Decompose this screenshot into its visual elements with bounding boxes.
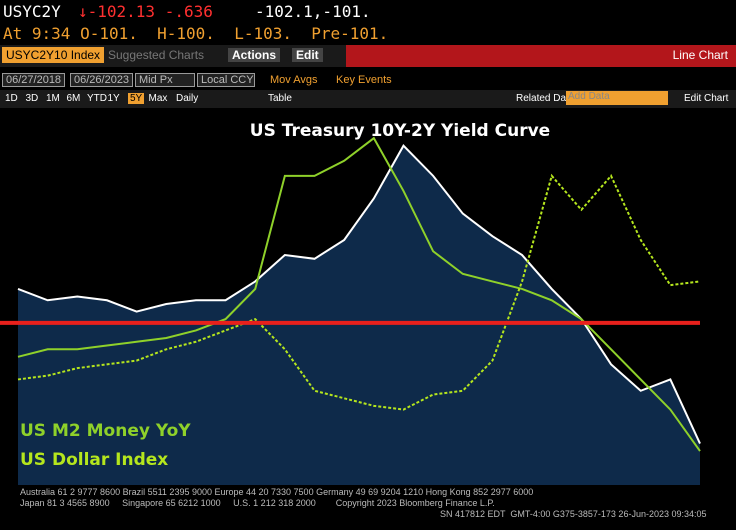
- footer-1: Australia 61 2 9777 8600 Brazil 5511 239…: [20, 487, 534, 497]
- series-line: [17, 173, 701, 411]
- chart-title: US Treasury 10Y-2Y Yield Curve: [250, 121, 550, 141]
- period-button[interactable]: 1M: [46, 93, 60, 104]
- series-line: [17, 144, 701, 444]
- start-date[interactable]: 06/27/2018: [2, 73, 66, 87]
- period-button[interactable]: 6M: [66, 93, 81, 104]
- legend-label: US Dollar Index: [20, 450, 168, 470]
- period-button[interactable]: 1Y: [107, 93, 120, 104]
- bid-ask: -102.1,-101.: [255, 2, 371, 21]
- period-button[interactable]: YTD: [87, 93, 107, 104]
- frequency[interactable]: Daily: [176, 93, 199, 104]
- area-fill: [18, 145, 700, 485]
- footer-2: Japan 81 3 4565 8900 Singapore 65 6212 1…: [20, 498, 495, 508]
- period-button[interactable]: Max: [148, 93, 168, 104]
- price-field[interactable]: Mid Px: [135, 73, 195, 87]
- suggested-charts[interactable]: Suggested Charts: [108, 48, 205, 62]
- chart: US Treasury 10Y-2Y Yield Curve US M2 Mon…: [0, 108, 736, 485]
- security-field[interactable]: USYC2Y10 Index: [2, 47, 105, 63]
- quote-line: At 9:34 O-101. H-100. L-103. Pre-101.: [3, 24, 389, 43]
- table-button[interactable]: Table: [268, 93, 292, 104]
- add-data[interactable]: Add Data: [566, 91, 668, 105]
- end-date[interactable]: 06/26/2023: [70, 73, 134, 87]
- period-button[interactable]: 3D: [25, 93, 39, 104]
- change: ↓-102.13 -.636: [78, 2, 213, 21]
- currency-field[interactable]: Local CCY: [197, 73, 255, 87]
- chart-kind: Line Chart: [672, 48, 728, 62]
- ticker: USYC2Y: [3, 2, 61, 21]
- period-button[interactable]: 5Y: [128, 93, 145, 104]
- period-button[interactable]: 1D: [5, 93, 18, 104]
- edit-menu[interactable]: Edit: [292, 48, 323, 62]
- legend-label: US M2 Money YoY: [20, 421, 191, 441]
- mov-avgs[interactable]: Mov Avgs: [270, 74, 318, 86]
- actions-menu[interactable]: Actions: [228, 48, 281, 62]
- related-data[interactable]: Related Dat: [516, 93, 569, 104]
- key-events[interactable]: Key Events: [336, 74, 392, 86]
- title-bar: [346, 45, 736, 67]
- edit-chart[interactable]: Edit Chart: [684, 93, 729, 104]
- period-bar: [0, 90, 736, 108]
- footer-3: SN 417812 EDT GMT-4:00 G375-3857-173 26-…: [440, 509, 707, 519]
